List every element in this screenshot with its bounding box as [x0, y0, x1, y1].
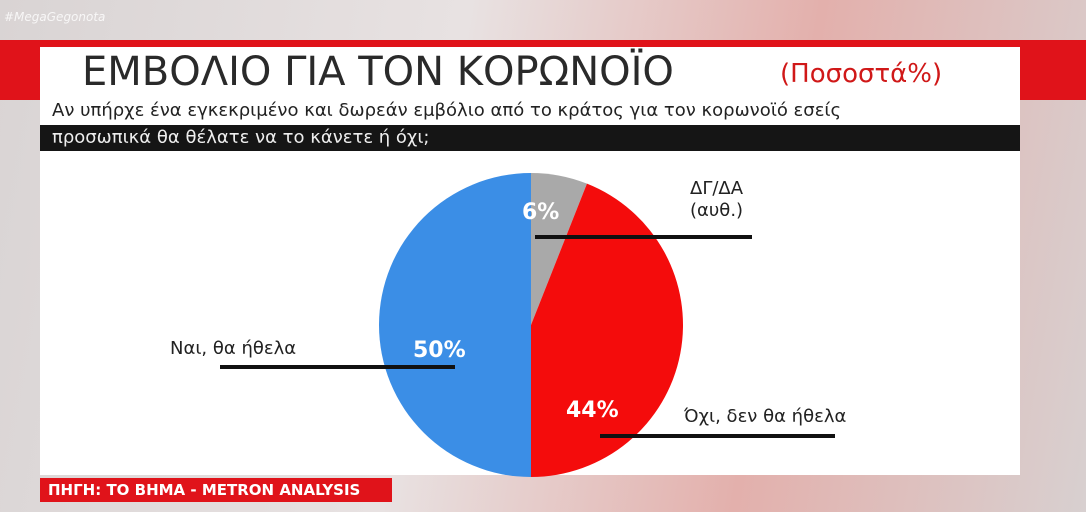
category-label: Ναι, θα ήθελα: [170, 338, 297, 359]
pie-slice: [531, 173, 587, 325]
question-box: Αν υπήρχε ένα εγκεκριμένο και δωρεάν εμβ…: [40, 97, 1020, 125]
category-label: Όχι, δεν θα ήθελα: [684, 406, 847, 427]
pie-slice: [531, 183, 683, 477]
title-box: ΕΜΒΟΛΙΟ ΓΙΑ ΤΟΝ ΚΟΡΩΝΟΪΟ (Ποσοστά%): [40, 47, 1020, 97]
hashtag: #MegaGegonota: [4, 10, 106, 24]
value-label: 50%: [413, 338, 466, 363]
unit-label: (Ποσοστά%): [780, 59, 943, 89]
value-label: 6%: [522, 200, 560, 225]
question-line: Αν υπήρχε ένα εγκεκριμένο και δωρεάν εμβ…: [52, 100, 842, 121]
question-band: προσωπικά θα θέλατε να το κάνετε ή όχι;: [40, 125, 1020, 151]
source: ΠΗΓΗ: ΤΟ ΒΗΜΑ - METRON ANALYSIS: [48, 481, 361, 499]
category-label: ΔΓ/ΔΑ (αυθ.): [690, 178, 744, 221]
source-bar: ΠΗΓΗ: ΤΟ ΒΗΜΑ - METRON ANALYSIS: [40, 478, 392, 502]
title: ΕΜΒΟΛΙΟ ΓΙΑ ΤΟΝ ΚΟΡΩΝΟΪΟ: [82, 49, 674, 95]
value-label: 44%: [566, 398, 619, 423]
pie-slice: [379, 173, 531, 477]
question-line: προσωπικά θα θέλατε να το κάνετε ή όχι;: [52, 127, 430, 148]
